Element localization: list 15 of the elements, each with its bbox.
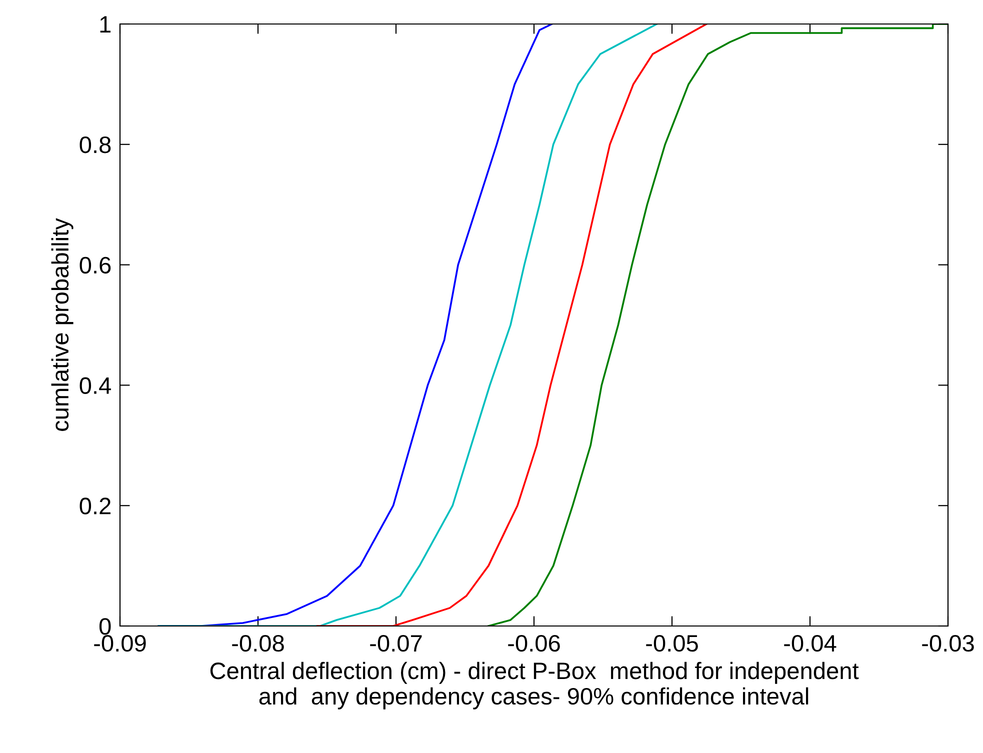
y-tick-label: 0.8: [80, 136, 111, 154]
x-tick-label: -0.09: [94, 634, 146, 652]
y-tick-label: 0.2: [80, 498, 110, 514]
x-tick-label: -0.06: [508, 634, 560, 652]
x-tick-label: -0.04: [784, 634, 836, 652]
y-tick-label: 1: [100, 16, 111, 33]
x-tick-label: -0.05: [646, 634, 698, 652]
y-tick-label: 0.6: [80, 256, 111, 274]
x-tick-label: -0.08: [232, 634, 284, 652]
y-axis-title: cumlative probability: [51, 218, 74, 431]
x-tick-label: -0.03: [922, 634, 974, 652]
x-axis-title: Central deflection (cm) - direct P-Box method for independent and any dependency cases- 90% confidence inteval: [210, 662, 859, 710]
y-tick-label: 0: [99, 618, 111, 635]
x-tick-label: -0.07: [370, 634, 422, 652]
y-tick-label: 0.4: [80, 377, 111, 394]
